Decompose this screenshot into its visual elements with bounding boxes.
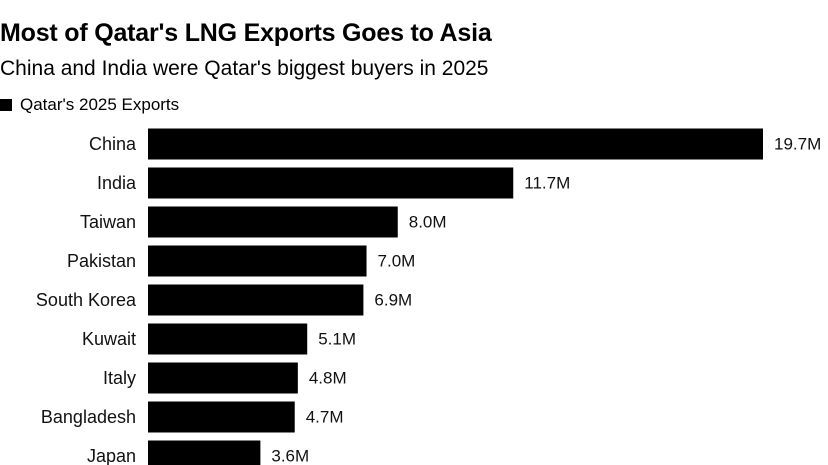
value-label: 4.7M [306, 408, 344, 427]
category-label: Kuwait [82, 329, 136, 349]
chart-legend: Qatar's 2025 Exports [0, 94, 179, 116]
value-label: 5.1M [318, 330, 356, 349]
value-label: 8.0M [409, 213, 447, 232]
bar [148, 206, 398, 238]
chart-subtitle: China and India were Qatar's biggest buy… [0, 57, 489, 80]
bar [148, 128, 763, 160]
bar [148, 362, 298, 394]
bar [148, 245, 367, 277]
value-label: 4.8M [309, 369, 347, 388]
category-label: India [97, 173, 137, 193]
bar [148, 440, 261, 465]
chart-title: Most of Qatar's LNG Exports Goes to Asia [0, 19, 492, 47]
bar [148, 167, 514, 199]
category-label: Bangladesh [41, 407, 136, 427]
bar [148, 401, 295, 433]
bar [148, 284, 364, 316]
value-label: 7.0M [378, 252, 416, 271]
category-label: Italy [103, 368, 136, 388]
legend-label: Qatar's 2025 Exports [20, 95, 180, 114]
category-label: Pakistan [67, 251, 136, 271]
category-label: Taiwan [80, 212, 136, 232]
value-label: 3.6M [271, 447, 309, 465]
value-label: 11.7M [524, 174, 570, 193]
value-label: 6.9M [374, 291, 412, 310]
category-label: Japan [87, 446, 136, 465]
bar [148, 323, 308, 355]
category-label: South Korea [36, 290, 137, 310]
category-label: China [89, 134, 137, 154]
value-label: 19.7M [774, 135, 821, 154]
legend-swatch [0, 99, 12, 111]
